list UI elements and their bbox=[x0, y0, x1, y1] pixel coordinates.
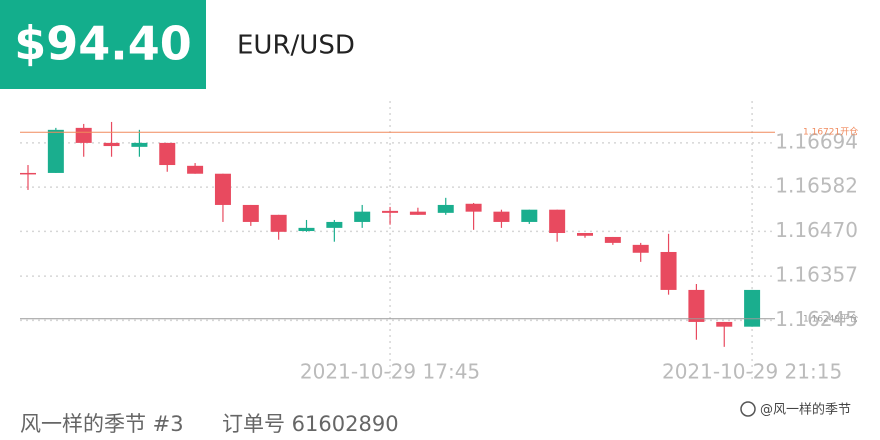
candle-body bbox=[47, 129, 64, 173]
candle-body bbox=[577, 233, 593, 236]
price-badge bbox=[0, 0, 206, 89]
x-tick-label: 2021-10-29 17:45 bbox=[300, 360, 480, 384]
candle-body bbox=[604, 236, 621, 243]
candle-body bbox=[382, 210, 399, 213]
candle-body bbox=[20, 172, 36, 175]
chart: 1.16245 1.16357 1.16470 1.16582 1.16694 2021-… bbox=[20, 101, 858, 384]
watermark-icon bbox=[740, 401, 756, 417]
candle-body bbox=[270, 214, 287, 232]
candle-body bbox=[75, 127, 92, 143]
candle-body bbox=[660, 251, 677, 290]
reference-label: 1.16721开仓 bbox=[803, 126, 858, 138]
symbol: EUR/USD bbox=[237, 31, 355, 61]
candle-body bbox=[354, 211, 371, 222]
y-tick-label: 1.16357 bbox=[775, 263, 858, 287]
candle-body bbox=[493, 211, 510, 222]
candle-body bbox=[549, 209, 566, 234]
watermark: @风一样的季节 bbox=[760, 402, 851, 418]
candle-body bbox=[131, 142, 148, 147]
candle-body bbox=[688, 289, 705, 322]
candle-body bbox=[187, 165, 204, 174]
y-tick-label: 1.16582 bbox=[775, 174, 858, 198]
reference-label: 1.16249平仓 bbox=[803, 312, 858, 324]
candle-body bbox=[326, 221, 343, 228]
candle-body bbox=[744, 289, 761, 327]
candle-body bbox=[298, 227, 315, 232]
candle-body bbox=[242, 204, 259, 222]
order-label: 订单号 61602890 bbox=[222, 412, 399, 436]
y-tick-label: 1.16470 bbox=[775, 218, 858, 242]
candle-body bbox=[437, 204, 454, 213]
y-tick-label: 1.16245 bbox=[775, 307, 858, 331]
candle-body bbox=[159, 142, 176, 166]
x-tick-label: 2021-10-29 21:15 bbox=[662, 360, 842, 384]
candle-body bbox=[632, 244, 649, 253]
candle-body bbox=[409, 211, 426, 215]
candle-body bbox=[214, 173, 231, 205]
candle-body bbox=[521, 209, 538, 222]
candle-body bbox=[465, 203, 482, 212]
y-tick-label: 1.16694 bbox=[775, 129, 858, 153]
user-label: 风一样的季节 #3 bbox=[20, 412, 184, 436]
price: $94.40 bbox=[14, 17, 192, 71]
candle-body bbox=[716, 321, 733, 327]
candle-body bbox=[103, 142, 120, 147]
